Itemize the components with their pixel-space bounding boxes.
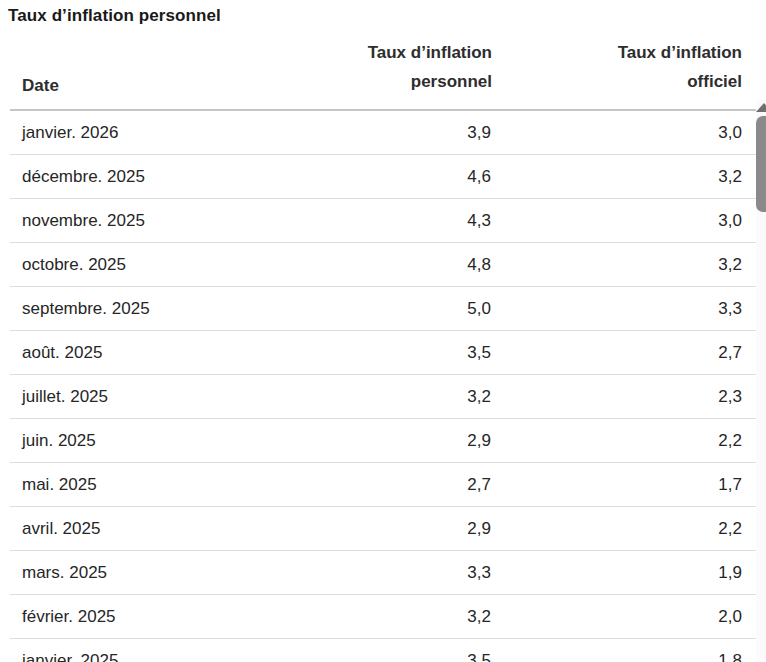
cell-date: octobre. 2025 xyxy=(10,243,242,287)
page: Taux d’inflation personnel Date Taux d’i… xyxy=(0,0,766,662)
table-row: juin. 20252,92,2 xyxy=(10,419,756,463)
cell-personnel: 3,2 xyxy=(242,595,492,639)
table-row: juillet. 20253,22,3 xyxy=(10,375,756,419)
cell-date: janvier. 2026 xyxy=(10,110,242,155)
cell-officiel: 3,3 xyxy=(492,287,756,331)
cell-officiel: 3,0 xyxy=(492,110,756,155)
cell-officiel: 3,0 xyxy=(492,199,756,243)
table-row: janvier. 20253,51,8 xyxy=(10,639,756,662)
cell-date: novembre. 2025 xyxy=(10,199,242,243)
cell-date: juillet. 2025 xyxy=(10,375,242,419)
col-header-personnel-line2: personnel xyxy=(242,67,492,96)
col-header-officiel-line2: officiel xyxy=(492,67,742,96)
cell-date: juin. 2025 xyxy=(10,419,242,463)
inflation-table: Date Taux d’inflation personnel Taux d’i… xyxy=(10,38,756,662)
cell-officiel: 3,2 xyxy=(492,155,756,199)
col-header-officiel: Taux d’inflation officiel xyxy=(492,38,756,110)
scrollbar[interactable] xyxy=(756,99,766,662)
scrollbar-thumb[interactable] xyxy=(756,116,766,212)
cell-personnel: 3,2 xyxy=(242,375,492,419)
col-header-date: Date xyxy=(10,38,242,110)
col-header-personnel-line1: Taux d’inflation xyxy=(242,38,492,67)
cell-officiel: 2,2 xyxy=(492,507,756,551)
cell-date: avril. 2025 xyxy=(10,507,242,551)
table-row: janvier. 20263,93,0 xyxy=(10,110,756,155)
cell-personnel: 4,6 xyxy=(242,155,492,199)
scroll-up-arrow-icon[interactable] xyxy=(756,103,766,112)
table-row: mai. 20252,71,7 xyxy=(10,463,756,507)
cell-personnel: 3,5 xyxy=(242,639,492,662)
table-row: février. 20253,22,0 xyxy=(10,595,756,639)
col-header-officiel-line1: Taux d’inflation xyxy=(492,38,742,67)
cell-date: février. 2025 xyxy=(10,595,242,639)
cell-date: septembre. 2025 xyxy=(10,287,242,331)
cell-officiel: 2,0 xyxy=(492,595,756,639)
table-body: janvier. 20263,93,0décembre. 20254,63,2n… xyxy=(10,110,756,662)
cell-personnel: 2,7 xyxy=(242,463,492,507)
table-row: mars. 20253,31,9 xyxy=(10,551,756,595)
cell-personnel: 3,3 xyxy=(242,551,492,595)
table-header: Date Taux d’inflation personnel Taux d’i… xyxy=(10,38,756,110)
table-row: septembre. 20255,03,3 xyxy=(10,287,756,331)
page-title: Taux d’inflation personnel xyxy=(0,0,766,26)
cell-officiel: 3,2 xyxy=(492,243,756,287)
cell-personnel: 3,9 xyxy=(242,110,492,155)
cell-date: janvier. 2025 xyxy=(10,639,242,662)
cell-date: mars. 2025 xyxy=(10,551,242,595)
cell-personnel: 4,8 xyxy=(242,243,492,287)
table-row: octobre. 20254,83,2 xyxy=(10,243,756,287)
cell-personnel: 3,5 xyxy=(242,331,492,375)
cell-officiel: 2,3 xyxy=(492,375,756,419)
cell-date: décembre. 2025 xyxy=(10,155,242,199)
cell-personnel: 4,3 xyxy=(242,199,492,243)
cell-officiel: 1,9 xyxy=(492,551,756,595)
table-row: avril. 20252,92,2 xyxy=(10,507,756,551)
cell-date: mai. 2025 xyxy=(10,463,242,507)
cell-officiel: 2,2 xyxy=(492,419,756,463)
cell-officiel: 1,7 xyxy=(492,463,756,507)
cell-personnel: 2,9 xyxy=(242,507,492,551)
table-row: novembre. 20254,33,0 xyxy=(10,199,756,243)
table-row: août. 20253,52,7 xyxy=(10,331,756,375)
col-header-personnel: Taux d’inflation personnel xyxy=(242,38,492,110)
cell-date: août. 2025 xyxy=(10,331,242,375)
cell-personnel: 5,0 xyxy=(242,287,492,331)
cell-officiel: 1,8 xyxy=(492,639,756,662)
header-row: Date Taux d’inflation personnel Taux d’i… xyxy=(10,38,756,110)
table-row: décembre. 20254,63,2 xyxy=(10,155,756,199)
cell-officiel: 2,7 xyxy=(492,331,756,375)
cell-personnel: 2,9 xyxy=(242,419,492,463)
